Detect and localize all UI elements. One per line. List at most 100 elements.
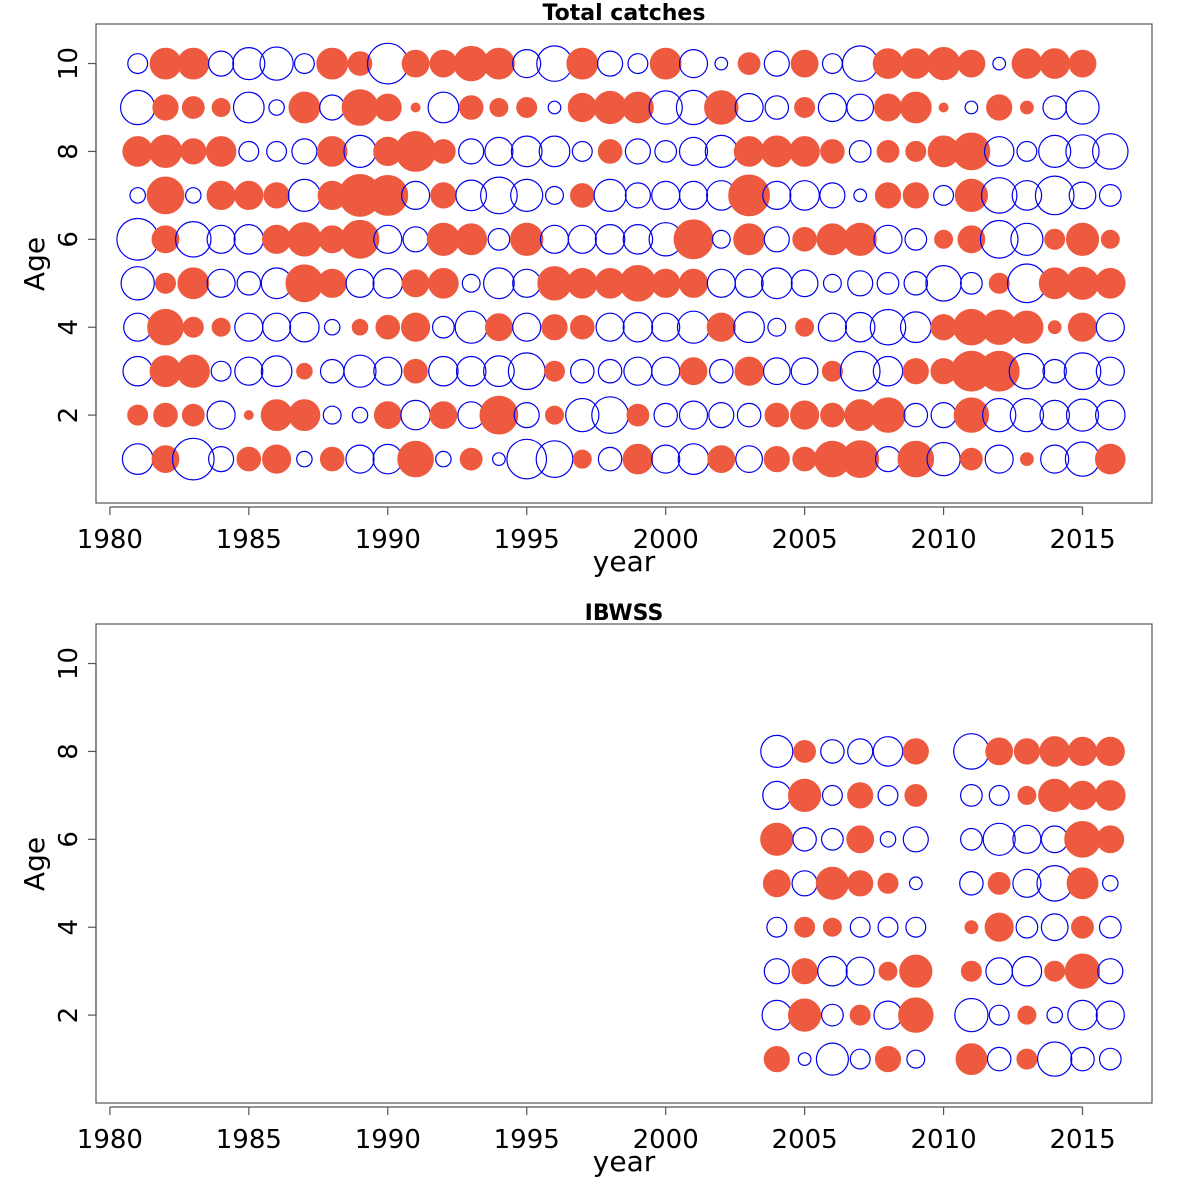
- bubble-2002-age-2: [708, 402, 735, 429]
- bubble-1991-age-4: [401, 312, 431, 342]
- y-axis: 2 4 6 8 10: [54, 647, 97, 1023]
- y-axis-title: Age: [18, 237, 51, 291]
- bubble-2006-age-9: [817, 92, 848, 123]
- bubble-2008-age-9: [874, 93, 902, 122]
- bubble-1990-age-2: [373, 401, 402, 430]
- bubble-1984-age-7: [206, 180, 236, 210]
- total-catches-panel: Total catches 1980 1985 1990 1995 2000 2005 20…: [18, 1, 1153, 578]
- bubble-2009-age-6: [902, 826, 929, 853]
- bubble-1987-age-3: [296, 362, 313, 380]
- bubble-1997-age-9: [567, 92, 597, 123]
- bubble-2006-age-2: [820, 402, 845, 428]
- bubble-1997-age-1: [572, 449, 592, 469]
- bubble-2009-age-4: [905, 916, 927, 938]
- bubble-2003-age-8: [733, 136, 765, 167]
- bubble-1986-age-8: [266, 140, 288, 162]
- bubble-1991-age-5: [401, 269, 430, 298]
- bubble-2005-age-5: [790, 269, 819, 298]
- bubble-2008-age-3: [878, 961, 898, 981]
- bubble-2003-age-5: [734, 268, 764, 298]
- bubble-2010-age-5: [925, 264, 962, 302]
- bubble-2012-age-6: [982, 822, 1016, 856]
- bubble-2014-age-2: [1039, 399, 1070, 431]
- bubble-2011-age-1: [955, 1043, 988, 1075]
- bubble-2001-age-5: [678, 268, 709, 298]
- bubble-1987-age-2: [288, 399, 321, 432]
- bubble-1990-age-6: [373, 224, 403, 254]
- bubble-2000-age-9: [648, 90, 683, 125]
- bubble-2015-age-8: [1067, 736, 1098, 767]
- bubble-2005-age-7: [787, 778, 822, 813]
- bubble-2006-age-2: [821, 1003, 844, 1027]
- bubble-2010-age-10: [926, 46, 961, 81]
- bubble-2003-age-3: [734, 356, 764, 386]
- bubble-2005-age-7: [789, 180, 820, 211]
- bubble-1999-age-3: [623, 356, 653, 386]
- y-tick-label: 2: [54, 407, 84, 424]
- bubble-1999-age-1: [622, 443, 654, 475]
- bubble-2012-age-1: [984, 444, 1014, 474]
- bubble-1984-age-8: [205, 136, 237, 167]
- bubble-2016-age-7: [1095, 780, 1126, 811]
- bubble-2000-age-4: [651, 312, 681, 342]
- bubble-1987-age-7: [287, 178, 321, 212]
- bubble-1981-age-2: [127, 404, 149, 426]
- bubble-2011-age-10: [957, 49, 986, 78]
- bubble-2009-age-7: [902, 182, 929, 209]
- bubble-2003-age-2: [736, 402, 762, 428]
- bubble-1994-age-8: [484, 136, 514, 166]
- bubble-2013-age-7: [1011, 180, 1043, 211]
- bubble-1993-age-9: [458, 95, 484, 120]
- bubble-1984-age-4: [211, 317, 231, 337]
- bubble-2000-age-5: [651, 268, 681, 298]
- bubble-2014-age-8: [1039, 736, 1070, 767]
- bubble-1994-age-5: [483, 267, 515, 300]
- bubble-2009-age-6: [904, 227, 928, 251]
- bubble-2006-age-7: [821, 784, 843, 806]
- bubble-2006-age-8: [820, 739, 845, 764]
- x-tick-label: 1980: [77, 1125, 143, 1155]
- bubble-1997-age-4: [569, 314, 595, 340]
- bubble-2011-age-2: [953, 397, 990, 433]
- bubble-1982-age-4: [147, 308, 184, 346]
- bubble-1996-age-3: [543, 360, 565, 382]
- bubble-2007-age-6: [843, 222, 877, 256]
- bubble-2007-age-7: [847, 782, 874, 809]
- bubble-2011-age-3: [960, 960, 982, 982]
- bubble-1992-age-9: [427, 91, 460, 124]
- bubble-1983-age-3: [176, 354, 210, 388]
- bubble-2009-age-8: [905, 140, 927, 162]
- x-axis-title: year: [593, 1145, 656, 1178]
- bubble-1998-age-4: [595, 312, 625, 342]
- bubble-2014-age-5: [1038, 267, 1071, 300]
- bubble-1983-age-1: [171, 437, 215, 481]
- bubble-2016-age-5: [1095, 267, 1126, 299]
- bubble-2012-age-1: [986, 1046, 1012, 1072]
- bubble-1989-age-2: [351, 406, 369, 424]
- bubble-1982-age-9: [152, 94, 179, 121]
- bubble-2012-age-4: [984, 912, 1014, 942]
- bubble-2007-age-3: [839, 350, 881, 392]
- bubble-1981-age-10: [127, 53, 149, 75]
- bubble-1982-age-8: [148, 134, 183, 168]
- bubble-1984-age-3: [210, 360, 232, 382]
- bubble-2005-age-6: [792, 227, 817, 252]
- bubble-2006-age-1: [815, 1042, 850, 1076]
- bubble-2000-age-8: [654, 139, 678, 163]
- bubble-2009-age-1: [897, 440, 935, 478]
- bubble-1991-age-1: [397, 440, 434, 478]
- x-tick-label: 2015: [1049, 1125, 1115, 1155]
- bubble-2008-age-10: [872, 48, 904, 79]
- bubble-2014-age-1: [1036, 1041, 1073, 1077]
- bubble-1998-age-2: [591, 396, 629, 435]
- bubble-2013-age-1: [1016, 1048, 1038, 1070]
- bubble-1990-age-4: [375, 314, 401, 340]
- bubble-1998-age-10: [596, 50, 624, 77]
- y-tick-label: 8: [54, 743, 84, 760]
- bubble-2009-age-7: [904, 784, 928, 807]
- bubble-1987-age-8: [291, 138, 318, 165]
- bubble-2001-age-1: [677, 443, 710, 476]
- bubble-2012-age-7: [988, 784, 1010, 806]
- bubble-2016-age-8: [1095, 736, 1125, 767]
